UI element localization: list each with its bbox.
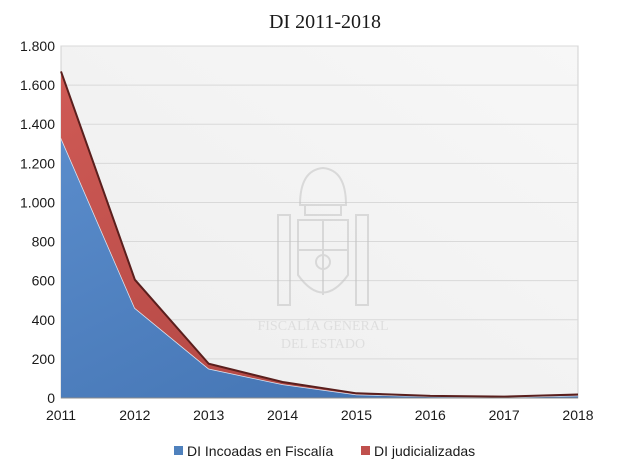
y-tick-label: 200	[32, 351, 56, 367]
x-tick-label: 2013	[193, 407, 224, 423]
y-tick-label: 1.200	[20, 155, 55, 171]
x-tick-label: 2016	[415, 407, 446, 423]
x-tick-label: 2015	[341, 407, 372, 423]
y-tick-label: 600	[32, 273, 56, 289]
y-tick-label: 1.000	[20, 194, 55, 210]
legend: DI Incoadas en Fiscalía DI judicializadas	[174, 443, 475, 459]
series-layer	[60, 71, 579, 398]
x-tick-label: 2011	[46, 407, 76, 423]
y-tick-label: 800	[32, 234, 56, 250]
y-tick-label: 400	[32, 312, 56, 328]
y-tick-label: 0	[47, 390, 55, 406]
y-tick-label: 1.800	[20, 38, 55, 54]
watermark-line-1: FISCALÍA GENERAL	[257, 317, 388, 334]
legend-label-2: DI judicializadas	[374, 443, 475, 459]
x-tick-label: 2012	[119, 407, 150, 423]
legend-label-1: DI Incoadas en Fiscalía	[187, 443, 334, 459]
plot-area: FISCALÍA GENERAL DEL ESTADO	[60, 45, 579, 399]
y-tick-label: 1.600	[20, 77, 55, 93]
x-tick-label: 2014	[267, 407, 298, 423]
series-area-1	[61, 137, 578, 398]
legend-swatch-1	[174, 446, 183, 455]
watermark-line-2: DEL ESTADO	[281, 337, 365, 352]
x-tick-label: 2017	[489, 407, 520, 423]
y-tick-label: 1.400	[20, 116, 55, 132]
x-tick-label: 2018	[562, 407, 593, 423]
coat-of-arms-icon	[277, 166, 369, 306]
series-edge-2	[60, 71, 579, 398]
watermark: FISCALÍA GENERAL DEL ESTADO	[257, 166, 389, 352]
legend-swatch-2	[361, 446, 370, 455]
y-axis-ticks: 0 200 400 600 800 1.000 1.200 1.400 1.600 1.800	[20, 38, 55, 406]
chart-title: DI 2011-2018	[269, 11, 381, 33]
x-axis-ticks: 2011 2012 2013 2014 2015 2016 2017 2018	[46, 407, 594, 423]
